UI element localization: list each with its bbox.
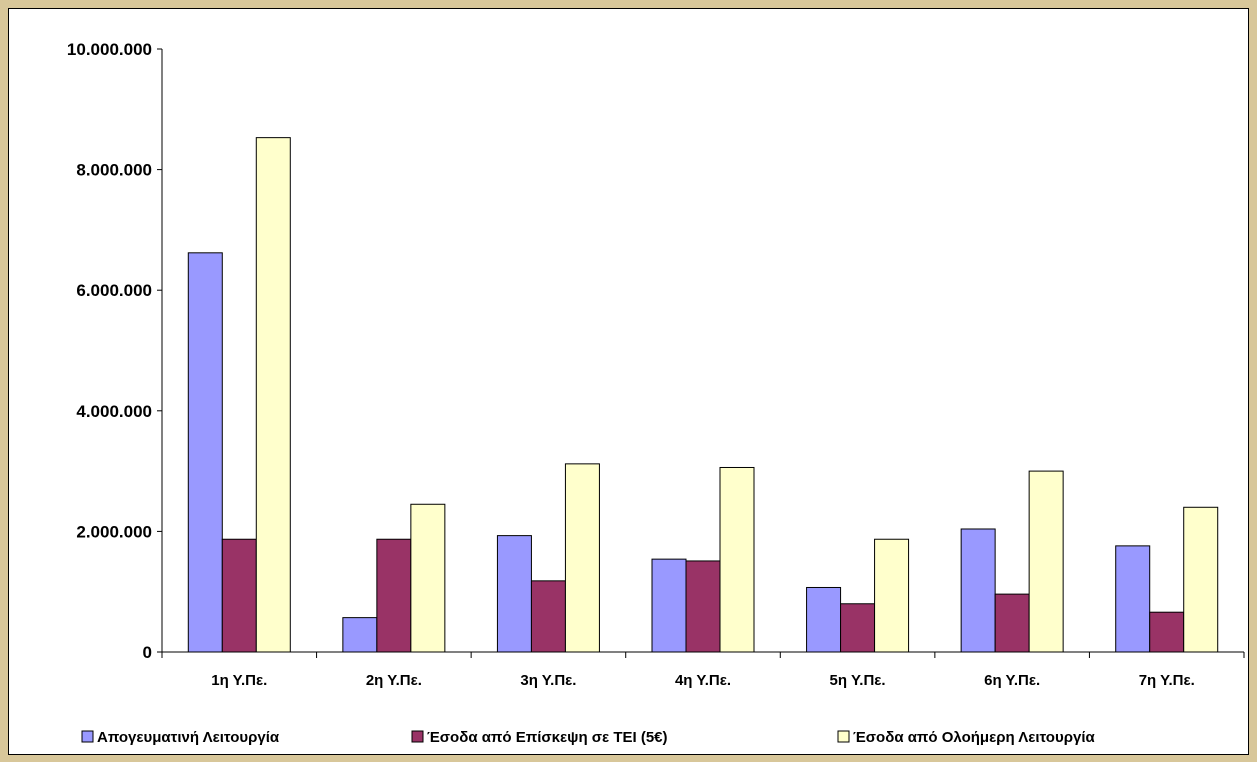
bar-2-2 — [376, 538, 412, 653]
y-tick-label: 2.000.000 — [76, 522, 152, 541]
bar-2-5 — [840, 603, 876, 653]
x-tick-label: 2η Υ.Πε. — [366, 672, 422, 689]
y-tick-label: 8.000.000 — [76, 161, 152, 180]
y-tick-label: 6.000.000 — [76, 281, 152, 300]
axes-layer — [157, 48, 1245, 658]
bar-3-5 — [874, 538, 910, 653]
x-tick-label: 4η Υ.Πε. — [675, 672, 731, 689]
legend-label-2: Έσοδα από Επίσκεψη σε ΤΕΙ (5€) — [427, 729, 668, 746]
legend-swatch-3 — [837, 730, 850, 743]
x-tick-label: 6η Υ.Πε. — [984, 672, 1040, 689]
bar-3-4 — [719, 466, 755, 653]
bar-3-1 — [255, 137, 291, 653]
y-tick-label: 0 — [143, 643, 152, 662]
bar-1-7 — [1115, 545, 1151, 653]
bar-3-2 — [410, 503, 446, 653]
y-tick-label: 10.000.000 — [67, 40, 152, 59]
bar-3-7 — [1183, 506, 1219, 653]
bar-chart: 0 2.000.000 4.000.000 6.000.000 8.000.000 10.… — [67, 40, 1245, 746]
x-tick-label: 3η Υ.Πε. — [520, 672, 576, 689]
labels-layer: 0 2.000.000 4.000.000 6.000.000 8.000.000 10.… — [67, 40, 1195, 689]
bar-2-7 — [1149, 611, 1185, 653]
x-tick-label: 7η Υ.Πε. — [1139, 672, 1195, 689]
bar-3-6 — [1028, 470, 1064, 653]
bar-1-4 — [651, 558, 687, 653]
bar-1-3 — [496, 535, 532, 653]
legend-label-3: Έσοδα από Ολοήμερη Λειτουργία — [853, 729, 1095, 746]
bar-1-5 — [806, 586, 842, 653]
legend-label-1: Απογευματινή Λειτουργία — [97, 729, 280, 746]
legend-swatch-1 — [81, 730, 94, 743]
bar-2-6 — [994, 593, 1030, 653]
bar-1-1 — [187, 252, 223, 653]
legend-swatch-2 — [411, 730, 424, 743]
bar-1-6 — [960, 528, 996, 653]
bar-2-3 — [530, 580, 566, 653]
legend: Απογευματινή Λειτουργία Έσοδα από Επίσκεψ… — [81, 729, 1095, 746]
bar-2-4 — [685, 560, 721, 653]
bars-layer — [187, 137, 1219, 653]
x-tick-label: 5η Υ.Πε. — [830, 672, 886, 689]
chart-frame: 0 2.000.000 4.000.000 6.000.000 8.000.000 10.… — [8, 8, 1249, 755]
y-tick-label: 4.000.000 — [76, 402, 152, 421]
bar-3-3 — [564, 463, 600, 653]
x-tick-label: 1η Υ.Πε. — [211, 672, 267, 689]
bar-1-2 — [342, 617, 378, 653]
bar-2-1 — [221, 538, 257, 653]
